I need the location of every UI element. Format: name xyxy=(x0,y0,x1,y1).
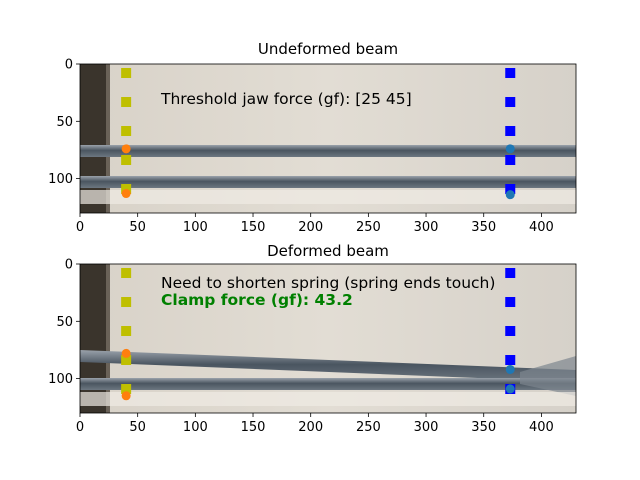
annotations: Need to shorten spring (spring ends touc… xyxy=(161,274,495,309)
axis-ticks: 0 50 100 150 200 250 300 350 400 0 50 100 xyxy=(48,58,554,236)
dashed-line-segment xyxy=(121,355,132,365)
annotation-text: Threshold jaw force (gf): [25 45] xyxy=(160,90,412,108)
x-tick-label: 50 xyxy=(129,420,146,435)
y-tick-label: 0 xyxy=(65,258,73,273)
x-tick-label: 250 xyxy=(356,420,381,435)
y-tick-label: 100 xyxy=(48,172,73,187)
x-tick-label: 150 xyxy=(241,420,266,435)
y-tick-label: 50 xyxy=(56,115,73,130)
dashed-line-segment xyxy=(505,184,516,194)
overlay-layer xyxy=(121,68,516,200)
x-tick-label: 100 xyxy=(183,420,208,435)
x-tick-label: 250 xyxy=(356,220,381,235)
x-tick-label: 150 xyxy=(241,220,266,235)
x-tick-label: 400 xyxy=(529,220,554,235)
x-tick-label: 350 xyxy=(471,420,496,435)
dashed-line-segment xyxy=(121,68,132,78)
data-point xyxy=(505,190,515,200)
x-tick-label: 0 xyxy=(76,220,84,235)
x-tick-label: 400 xyxy=(529,420,554,435)
panel-deformed: Deformed beam 0 50 100 150 200 250 300 350 400 0 5… xyxy=(48,242,577,436)
y-tick-label: 0 xyxy=(65,58,73,73)
dashed-line-segment xyxy=(121,268,132,278)
data-point xyxy=(121,348,131,358)
dashed-line-segment xyxy=(505,355,516,365)
y-tick-label: 50 xyxy=(56,315,73,330)
dashed-line-segment xyxy=(121,326,132,336)
x-tick-label: 200 xyxy=(298,420,323,435)
overlay-layer xyxy=(121,268,516,401)
data-point xyxy=(121,189,131,199)
x-tick-label: 350 xyxy=(471,220,496,235)
annotation-clamp-force: Clamp force (gf): 43.2 xyxy=(161,291,353,309)
data-point xyxy=(505,364,515,374)
dashed-line-segment xyxy=(121,384,132,394)
dashed-line-segment xyxy=(505,268,516,278)
dashed-line-segment xyxy=(505,326,516,336)
dashed-line-segment xyxy=(505,97,516,107)
data-point xyxy=(121,144,131,154)
dashed-line-segment xyxy=(121,126,132,136)
x-tick-label: 300 xyxy=(414,420,439,435)
data-point xyxy=(505,144,515,154)
panel-title: Deformed beam xyxy=(267,242,389,260)
panel-title: Undeformed beam xyxy=(258,40,398,58)
axes-frame xyxy=(79,63,577,214)
x-tick-label: 200 xyxy=(298,220,323,235)
annotation-text: Need to shorten spring (spring ends touc… xyxy=(161,274,495,292)
data-point xyxy=(505,384,515,394)
axis-ticks: 0 50 100 150 200 250 300 350 400 0 50 100 xyxy=(48,258,554,436)
photo-background xyxy=(80,64,576,213)
annotations: Threshold jaw force (gf): [25 45] xyxy=(160,90,412,108)
x-tick-label: 100 xyxy=(183,220,208,235)
x-tick-label: 300 xyxy=(414,220,439,235)
y-tick-label: 100 xyxy=(48,372,73,387)
dashed-line-segment xyxy=(121,184,132,194)
x-tick-label: 0 xyxy=(76,420,84,435)
dashed-line-segment xyxy=(505,155,516,165)
axes-frame xyxy=(79,263,577,414)
data-point xyxy=(121,391,131,401)
x-tick-label: 50 xyxy=(129,220,146,235)
panel-undeformed: Undeformed beam 0 50 100 150 200 250 300 350 400… xyxy=(48,40,577,236)
dashed-line-segment xyxy=(121,297,132,307)
dashed-line-segment xyxy=(121,155,132,165)
dashed-line-segment xyxy=(121,97,132,107)
dashed-line-segment xyxy=(505,126,516,136)
dashed-line-segment xyxy=(505,68,516,78)
photo-background xyxy=(80,264,576,413)
dashed-line-segment xyxy=(505,297,516,307)
